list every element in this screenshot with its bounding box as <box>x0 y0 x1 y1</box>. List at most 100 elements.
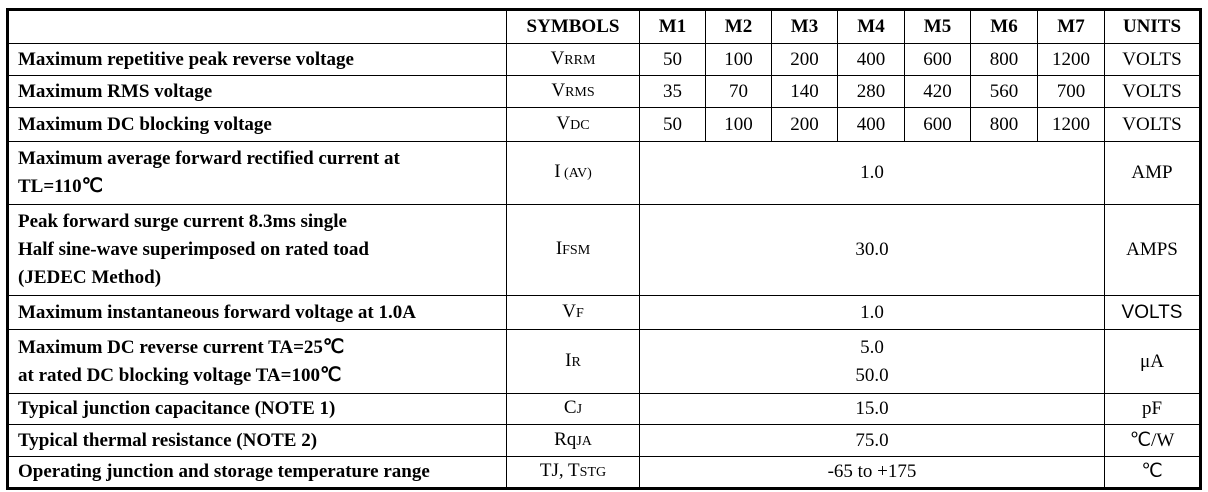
header-m7: M7 <box>1037 9 1105 44</box>
value-m6: 560 <box>970 75 1038 108</box>
label-line: Maximum RMS voltage <box>18 80 213 102</box>
symbol-subscript: J <box>576 402 583 417</box>
symbol-cell: VF <box>506 295 640 330</box>
symbol: V <box>556 112 571 134</box>
label-line: Maximum DC reverse current TA=25℃ <box>18 336 345 358</box>
parameter-label: Maximum average forward rectified curren… <box>7 141 507 205</box>
table-row: Typical junction capacitance (NOTE 1) CJ 1… <box>7 393 1201 425</box>
symbol-cell: IR <box>506 329 640 394</box>
symbol: V <box>551 79 566 101</box>
unit-cell: VOLTS <box>1104 43 1201 76</box>
parameter-label: Peak forward surge current 8.3ms single H… <box>7 204 507 296</box>
label-line: Typical thermal resistance (NOTE 2) <box>18 429 318 451</box>
value-m5: 420 <box>904 75 971 108</box>
header-symbols: SYMBOLS <box>506 9 640 44</box>
value-all: 1.0 <box>639 295 1105 330</box>
value-all: 1.0 <box>639 141 1105 205</box>
value-m4: 400 <box>837 107 905 142</box>
symbol-cell: IFSM <box>506 204 640 296</box>
table-row: Maximum average forward rectified curren… <box>7 141 1201 205</box>
header-m5: M5 <box>904 9 971 44</box>
table-row: Typical thermal resistance (NOTE 2) RqJA 7… <box>7 424 1201 457</box>
value-m7: 1200 <box>1037 107 1105 142</box>
value-m5: 600 <box>904 43 971 76</box>
value-all: -65 to +175 <box>639 456 1105 489</box>
symbol-subscript: F <box>575 305 584 321</box>
parameter-label: Maximum repetitive peak reverse voltage <box>7 43 507 76</box>
unit-cell: ℃/W <box>1104 424 1201 457</box>
label-line: Maximum DC blocking voltage <box>18 113 272 135</box>
value-all: 5.0 50.0 <box>639 329 1105 394</box>
table-row: Maximum DC reverse current TA=25℃ at rate… <box>7 329 1201 394</box>
value-line: -65 to +175 <box>827 461 917 482</box>
symbol-cell: I (AV) <box>506 141 640 205</box>
symbol: I <box>565 349 572 371</box>
value-line: 50.0 <box>855 364 889 386</box>
symbol-subscript: RRM <box>564 52 596 68</box>
value-m6: 800 <box>970 43 1038 76</box>
symbol-cell: VRRM <box>506 43 640 76</box>
table-row: Maximum repetitive peak reverse voltage V… <box>7 43 1201 76</box>
value-m2: 100 <box>705 107 772 142</box>
value-all: 75.0 <box>639 424 1105 457</box>
symbol-cell: VRMS <box>506 75 640 108</box>
unit-cell: VOLTS <box>1104 295 1201 330</box>
unit-cell: AMPS <box>1104 204 1201 296</box>
symbol-subscript: RMS <box>565 84 595 100</box>
unit-cell: ℃ <box>1104 456 1201 489</box>
value-m3: 140 <box>771 75 838 108</box>
value-line: 5.0 <box>860 336 884 358</box>
table-row: Operating junction and storage temperatu… <box>7 456 1201 489</box>
label-line: Maximum repetitive peak reverse voltage <box>18 48 354 70</box>
value-m7: 700 <box>1037 75 1105 108</box>
symbol-subscript: (AV) <box>560 166 592 181</box>
label-line: TL=110℃ <box>18 176 103 197</box>
parameter-label: Maximum DC reverse current TA=25℃ at rate… <box>7 329 507 394</box>
value-all: 30.0 <box>639 204 1105 296</box>
value-m2: 70 <box>705 75 772 108</box>
label-line: Maximum average forward rectified curren… <box>18 148 400 169</box>
symbol: I <box>555 238 563 259</box>
ratings-table: SYMBOLS M1 M2 M3 M4 M5 M6 M7 UNITS Maxim… <box>6 8 1202 490</box>
parameter-label: Typical thermal resistance (NOTE 2) <box>7 424 507 457</box>
symbol: V <box>562 300 576 322</box>
unit-cell: AMP <box>1104 141 1201 205</box>
value-m5: 600 <box>904 107 971 142</box>
label-line: (JEDEC Method) <box>18 267 162 288</box>
value-m1: 50 <box>639 107 706 142</box>
symbol-cell: VDC <box>506 107 640 142</box>
label-line: Maximum instantaneous forward voltage at… <box>18 301 416 323</box>
table-row: Peak forward surge current 8.3ms single H… <box>7 204 1201 296</box>
symbol: V <box>550 47 565 69</box>
label-line: Half sine-wave superimposed on rated toa… <box>18 239 369 260</box>
label-line: Operating junction and storage temperatu… <box>18 461 430 482</box>
header-blank <box>7 9 507 44</box>
symbol-cell: TJ, TSTG <box>506 456 640 489</box>
header-m4: M4 <box>837 9 905 44</box>
value-line: 75.0 <box>855 429 889 451</box>
label-line: Typical junction capacitance (NOTE 1) <box>18 398 336 419</box>
table-row: Maximum RMS voltage VRMS 35 70 140 280 420 560 7… <box>7 75 1201 108</box>
table-row: Maximum instantaneous forward voltage at… <box>7 295 1201 330</box>
table-row: Maximum DC blocking voltage VDC 50 100 200 40… <box>7 107 1201 142</box>
value-m1: 35 <box>639 75 706 108</box>
unit-cell: pF <box>1104 393 1201 425</box>
symbol-subscript: JA <box>576 433 592 449</box>
header-m2: M2 <box>705 9 772 44</box>
unit-cell: VOLTS <box>1104 107 1201 142</box>
value-line: 1.0 <box>860 301 884 323</box>
symbol-subscript: FSM <box>562 243 591 258</box>
parameter-label: Maximum instantaneous forward voltage at… <box>7 295 507 330</box>
header-m6: M6 <box>970 9 1038 44</box>
symbol-subscript: DC <box>570 117 590 133</box>
header-m1: M1 <box>639 9 706 44</box>
value-m2: 100 <box>705 43 772 76</box>
symbol: TJ, T <box>539 460 580 481</box>
unit-cell: VOLTS <box>1104 75 1201 108</box>
header-units: UNITS <box>1104 9 1201 44</box>
symbol-cell: RqJA <box>506 424 640 457</box>
value-all: 15.0 <box>639 393 1105 425</box>
parameter-label: Maximum DC blocking voltage <box>7 107 507 142</box>
value-m3: 200 <box>771 43 838 76</box>
value-m3: 200 <box>771 107 838 142</box>
